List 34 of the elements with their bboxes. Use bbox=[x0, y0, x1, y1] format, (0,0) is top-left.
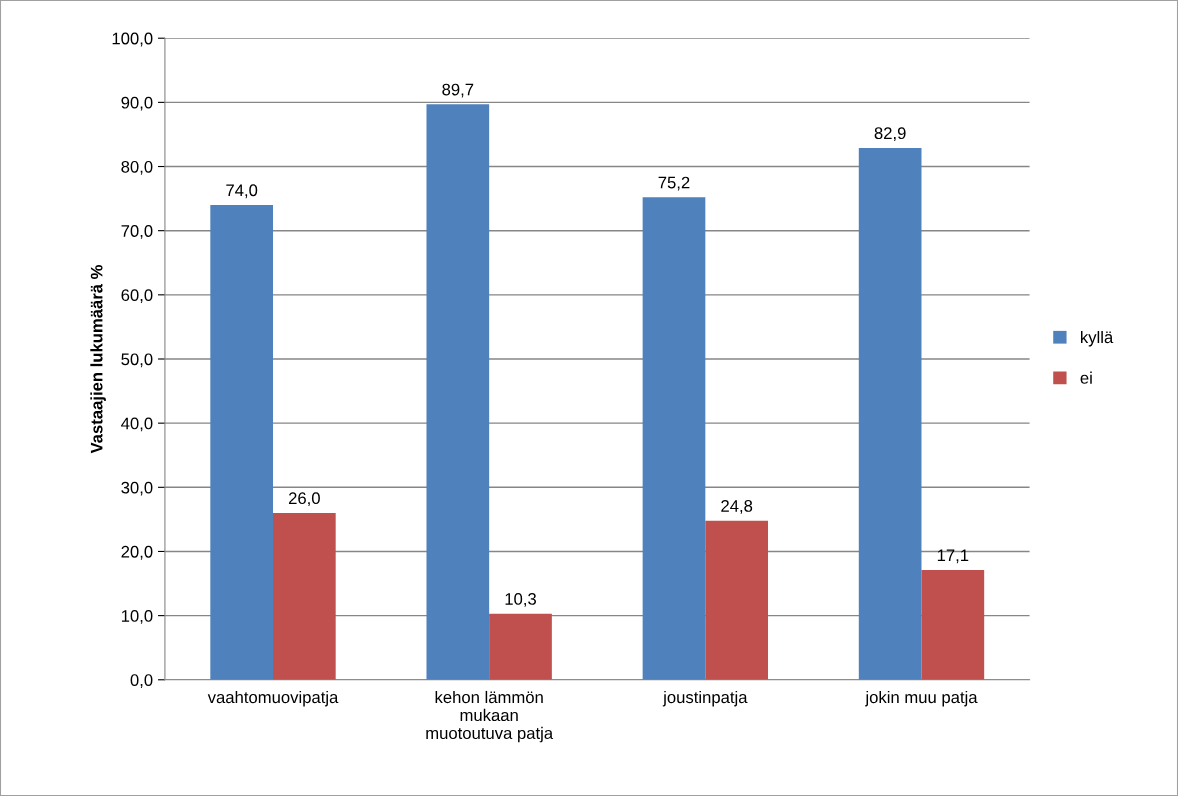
data-label: 82,9 bbox=[874, 127, 906, 142]
bar bbox=[858, 147, 922, 680]
y-tick-label: 20,0 bbox=[121, 545, 153, 560]
bar bbox=[210, 205, 273, 680]
y-tick-label: 40,0 bbox=[121, 417, 153, 432]
bar bbox=[921, 570, 985, 680]
data-label: 26,0 bbox=[288, 492, 320, 507]
y-tick-label: 10,0 bbox=[121, 610, 153, 624]
legend-label: kyllä bbox=[1081, 330, 1114, 347]
y-axis-title: Vastaajien lukumäärä % bbox=[90, 264, 106, 454]
x-tick-label: joustinpatja bbox=[662, 690, 748, 707]
bar bbox=[489, 613, 552, 680]
bar bbox=[642, 197, 706, 680]
y-tick-label: 50,0 bbox=[121, 353, 153, 368]
y-tick-label: 30,0 bbox=[121, 481, 153, 496]
data-label: 89,7 bbox=[442, 83, 474, 98]
y-tick-label: 100,0 bbox=[112, 32, 153, 47]
bar bbox=[426, 104, 490, 680]
bar bbox=[273, 512, 336, 680]
y-tick-label: 60,0 bbox=[121, 289, 153, 304]
y-tick-label: 90,0 bbox=[121, 96, 153, 111]
data-label: 17,1 bbox=[937, 549, 969, 564]
y-tick-label: 70,0 bbox=[121, 225, 153, 239]
x-tick-label: vaahtomuovipatja bbox=[207, 690, 339, 707]
x-tick-label: jokin muu patja bbox=[865, 690, 978, 707]
data-label: 10,3 bbox=[505, 593, 536, 607]
y-tick-label: 0,0 bbox=[130, 674, 153, 688]
bar bbox=[705, 520, 769, 680]
legend-label: ei bbox=[1080, 371, 1092, 384]
data-label: 74,0 bbox=[226, 184, 258, 199]
data-label: 75,2 bbox=[658, 176, 690, 191]
y-tick-label: 80,0 bbox=[121, 160, 153, 175]
x-tick-label: kehon lämmön mukaan muotoutuva patja bbox=[426, 690, 554, 743]
data-label: 24,8 bbox=[721, 500, 753, 514]
